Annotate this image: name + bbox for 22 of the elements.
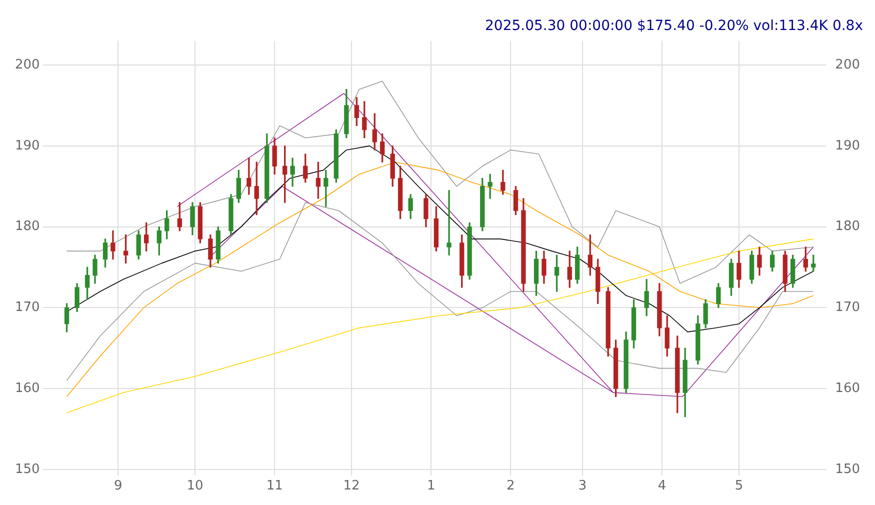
y-tick-label: 160 xyxy=(14,380,40,396)
y-tick-label: 200 xyxy=(14,57,40,72)
x-tick-label: 5 xyxy=(734,478,744,494)
y2-tick-label: 170 xyxy=(835,300,860,316)
y2-tick-label: 200 xyxy=(835,57,860,72)
x-tick-label: 4 xyxy=(658,478,666,494)
x-tick-label: 3 xyxy=(578,478,587,494)
x-tick-label: 12 xyxy=(343,478,360,494)
y2-tick-label: 190 xyxy=(835,138,860,154)
y2-tick-label: 180 xyxy=(835,219,860,234)
y-tick-label: 180 xyxy=(14,219,40,234)
x-tick-label: 9 xyxy=(114,478,122,494)
x-tick-label: 11 xyxy=(266,478,283,494)
chart-title: 2025.05.30 00:00:00 $175.40 -0.20% vol:113.4K 0.8x xyxy=(485,18,863,34)
y-tick-label: 170 xyxy=(14,300,40,316)
x-tick-label: 1 xyxy=(426,478,436,494)
y-tick-label: 150 xyxy=(14,462,40,477)
y-tick-label: 190 xyxy=(14,138,40,154)
x-tick-label: 2 xyxy=(506,478,515,494)
y2-tick-label: 150 xyxy=(835,462,860,477)
x-tick-label: 10 xyxy=(186,478,204,494)
y2-tick-label: 160 xyxy=(835,380,860,396)
